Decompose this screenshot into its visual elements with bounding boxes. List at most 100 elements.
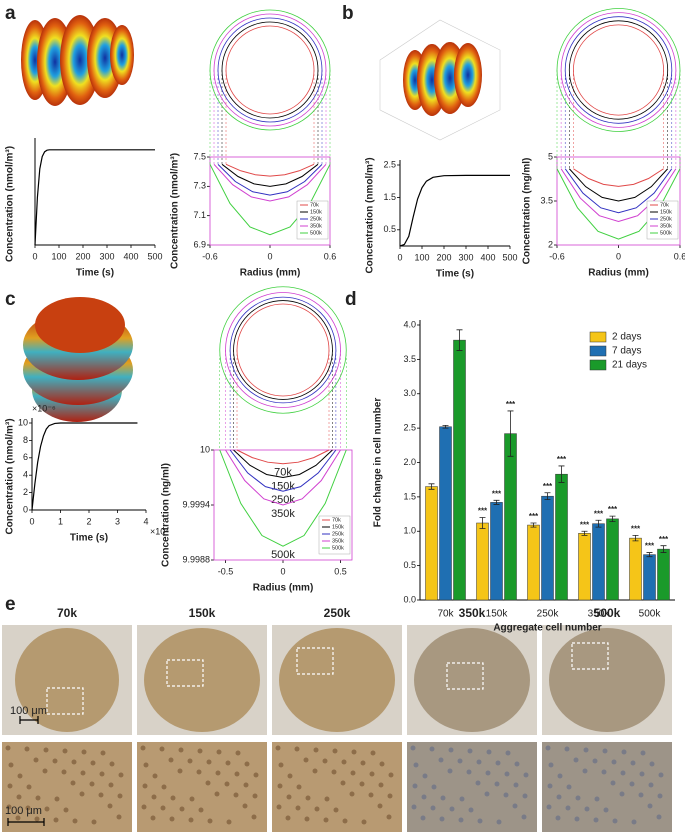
x-tick-label: 0.6 — [674, 251, 685, 261]
curve-label: 500k — [271, 549, 295, 561]
y-tick-label: 1.0 — [403, 526, 416, 536]
curve — [399, 174, 510, 247]
nucleus — [377, 803, 383, 809]
legend-label: 70k — [332, 517, 341, 523]
nucleus — [331, 769, 337, 775]
nucleus — [485, 770, 491, 776]
x-tick-label: 100 — [414, 252, 429, 262]
nucleus — [475, 780, 481, 786]
axes — [31, 418, 146, 511]
nucleus — [52, 758, 58, 764]
x-tick-label: -0.6 — [202, 251, 218, 261]
y-tick-label: 4 — [23, 470, 28, 480]
error-bar — [456, 329, 463, 351]
nucleus — [168, 757, 174, 763]
legend-label: 250k — [332, 531, 344, 537]
nucleus — [242, 803, 248, 809]
top-view-ring — [225, 292, 341, 408]
significance: *** — [645, 542, 655, 551]
nucleus — [545, 745, 551, 751]
x-tick-label: 0 — [29, 516, 34, 526]
nucleus — [109, 761, 115, 767]
nucleus — [187, 758, 193, 764]
x-tick-label: 2 — [86, 516, 91, 526]
nucleus — [44, 806, 50, 812]
render-b — [379, 19, 501, 141]
nucleus — [476, 759, 482, 765]
legend-label: 2 days — [612, 332, 641, 343]
nucleus — [370, 750, 376, 756]
nucleus — [324, 796, 330, 802]
legend-label: 21 days — [612, 360, 647, 371]
bar — [592, 523, 605, 601]
micrographs — [2, 625, 672, 832]
nucleus — [26, 784, 32, 790]
error-bar — [507, 410, 514, 457]
curve-label: 250k — [271, 494, 295, 506]
significance: *** — [557, 455, 567, 464]
nucleus — [630, 760, 636, 766]
x-tick-label: 200 — [436, 252, 451, 262]
nucleus — [161, 784, 167, 790]
nucleus — [63, 807, 69, 813]
nucleus — [234, 771, 240, 777]
significance: *** — [492, 489, 502, 498]
x-tick-label: 200 — [75, 251, 90, 261]
nucleus — [188, 817, 194, 823]
legend-label: 70k — [310, 202, 319, 208]
x-tick-label: 4 — [143, 516, 148, 526]
nucleus — [216, 749, 222, 755]
nucleus — [565, 805, 571, 811]
nucleus — [477, 818, 483, 824]
y-tick-label: 4.0 — [403, 319, 416, 329]
nucleus — [602, 748, 608, 754]
micrograph-label: 500k — [594, 606, 621, 620]
x-axis-label: Radius (mm) — [253, 583, 314, 594]
nucleus — [98, 792, 104, 798]
nucleus — [610, 780, 616, 786]
y-tick-label: 10 — [200, 444, 210, 454]
nucleus — [42, 768, 48, 774]
nucleus — [386, 814, 392, 820]
x-tick-label: 500k — [639, 609, 662, 620]
nucleus — [574, 816, 580, 822]
x-tick-label: 300 — [458, 252, 473, 262]
significance: *** — [608, 505, 618, 514]
nucleus — [286, 794, 292, 800]
nucleus — [287, 773, 293, 779]
profile-curve — [236, 449, 330, 465]
top-view-ring — [573, 24, 665, 116]
y-tick-label: 7.5 — [193, 151, 206, 161]
legend-swatch — [589, 359, 607, 371]
nucleus — [243, 782, 249, 788]
x-tick-label: 0 — [280, 566, 285, 576]
nucleus — [592, 758, 598, 764]
nucleus — [378, 782, 384, 788]
nucleus — [33, 757, 39, 763]
error-bar — [660, 545, 667, 553]
legend-label: 150k — [332, 524, 344, 530]
nucleus — [379, 761, 385, 767]
x-tick-label: 400 — [123, 251, 138, 261]
error-bar — [442, 424, 449, 429]
panel-letter: a — [5, 3, 16, 24]
nucleus — [189, 796, 195, 802]
nucleus — [440, 795, 446, 801]
profile-curve — [225, 163, 315, 177]
top-view-ring — [564, 16, 673, 124]
significance: *** — [580, 520, 590, 529]
nucleus — [431, 784, 437, 790]
significance: *** — [594, 509, 604, 518]
x-tick-label: 500 — [502, 252, 517, 262]
x-axis-label: Radius (mm) — [240, 268, 301, 279]
nucleus — [494, 781, 500, 787]
nucleus — [159, 746, 165, 752]
top-view-ring — [209, 9, 331, 131]
nucleus — [8, 762, 14, 768]
error-bar — [530, 522, 537, 528]
nucleus — [350, 770, 356, 776]
curve — [34, 149, 155, 246]
nucleus — [54, 796, 60, 802]
bar — [527, 524, 540, 601]
